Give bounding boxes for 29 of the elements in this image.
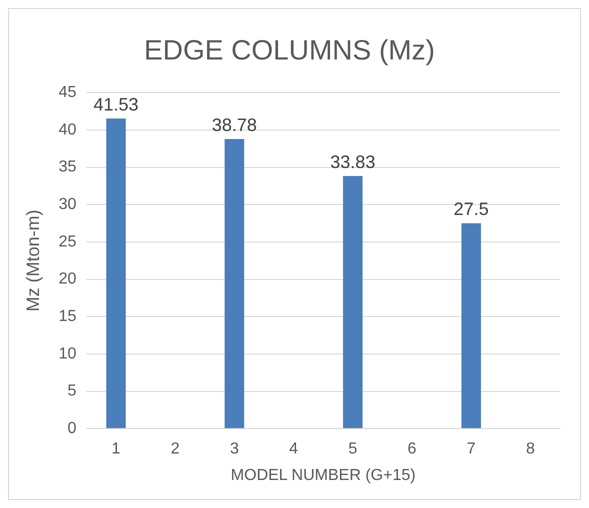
y-tick-label: 40: [58, 121, 76, 138]
bar: [224, 139, 244, 428]
x-tick-label: 8: [526, 440, 535, 458]
x-tick-label: 6: [408, 440, 417, 458]
y-tick-label: 30: [58, 196, 76, 214]
y-tick-label: 0: [67, 420, 76, 438]
data-label: 27.5: [454, 199, 489, 220]
data-label: 41.53: [93, 94, 139, 114]
y-tick-label: 20: [58, 270, 76, 288]
bar: [343, 176, 363, 428]
y-tick-label: 10: [58, 345, 76, 362]
x-tick-label: 2: [170, 440, 180, 458]
y-axis-title: Mz (Mton-m): [22, 210, 43, 312]
x-tick-label: 5: [348, 440, 358, 458]
x-axis-title: MODEL NUMBER (G+15): [230, 466, 416, 484]
y-tick-label: 35: [58, 158, 76, 176]
x-tick-label: 4: [289, 440, 298, 458]
y-tick-label: 5: [67, 382, 76, 400]
x-tick-label: 1: [112, 440, 121, 458]
y-tick-label: 15: [58, 308, 76, 326]
y-tick-label: 25: [58, 233, 76, 250]
bar: [106, 118, 126, 428]
chart-title: EDGE COLUMNS (Mz): [144, 34, 435, 66]
data-label: 38.78: [212, 115, 257, 136]
y-tick-label: 45: [58, 84, 76, 102]
data-label: 33.83: [330, 152, 376, 172]
x-tick-label: 7: [466, 440, 476, 458]
bar: [461, 223, 481, 428]
x-tick-label: 3: [230, 440, 239, 458]
